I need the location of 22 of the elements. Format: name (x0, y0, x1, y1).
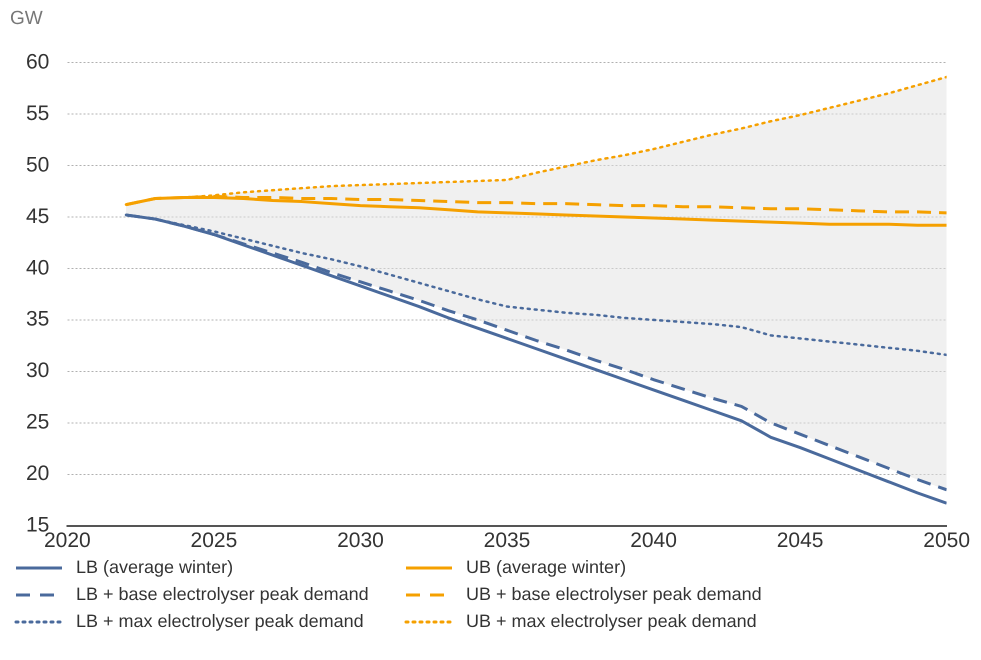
y-tick-label: 20 (26, 462, 50, 486)
x-tick-label: 2050 (923, 529, 970, 552)
legend-label: LB + base electrolyser peak demand (76, 584, 369, 605)
y-tick-label: 25 (26, 410, 50, 434)
x-tick-label: 2030 (337, 529, 384, 552)
y-tick-label: 55 (26, 102, 50, 125)
y-tick-label: 60 (26, 50, 50, 74)
x-tick-label: 2025 (190, 529, 238, 552)
x-tick-label: 2040 (630, 529, 677, 552)
y-tick-label: 45 (26, 204, 50, 228)
x-tick-label: 2045 (776, 529, 824, 552)
x-tick-label: 2035 (484, 529, 530, 552)
y-tick-label: 35 (26, 308, 50, 331)
y-tick-label: 40 (26, 256, 50, 280)
legend-label: UB (average winter) (466, 557, 626, 578)
y-tick-label: 50 (26, 153, 50, 176)
legend-label: UB + max electrolyser peak demand (466, 611, 757, 632)
legend-label: UB + base electrolyser peak demand (466, 584, 762, 605)
y-tick-label: 30 (26, 359, 50, 382)
legend-label: LB (average winter) (76, 557, 234, 578)
legend-label: LB + max electrolyser peak demand (76, 611, 364, 632)
y-axis-title: GW (9, 8, 44, 31)
